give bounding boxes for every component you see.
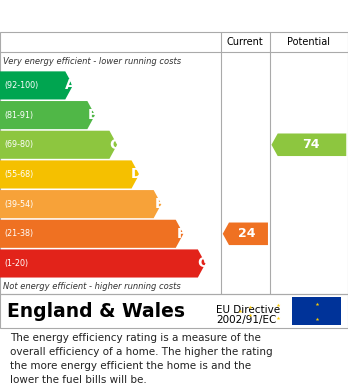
- Polygon shape: [271, 133, 346, 156]
- Text: (39-54): (39-54): [4, 200, 33, 209]
- Bar: [292, 298, 341, 325]
- Polygon shape: [0, 101, 95, 129]
- Polygon shape: [0, 249, 206, 278]
- Text: England & Wales: England & Wales: [7, 302, 185, 321]
- Text: Not energy efficient - higher running costs: Not energy efficient - higher running co…: [3, 282, 181, 291]
- Text: (55-68): (55-68): [4, 170, 33, 179]
- Text: G: G: [198, 256, 209, 271]
- Polygon shape: [0, 220, 183, 248]
- Polygon shape: [223, 222, 268, 245]
- Text: The energy efficiency rating is a measure of the
overall efficiency of a home. T: The energy efficiency rating is a measur…: [10, 334, 273, 386]
- Text: C: C: [110, 138, 120, 152]
- Text: EU Directive: EU Directive: [216, 305, 280, 314]
- Text: D: D: [131, 167, 143, 181]
- Text: E: E: [154, 197, 164, 211]
- Text: 74: 74: [302, 138, 319, 151]
- Text: Energy Efficiency Rating: Energy Efficiency Rating: [10, 9, 231, 23]
- Text: (21-38): (21-38): [4, 229, 33, 238]
- Text: (1-20): (1-20): [4, 259, 28, 268]
- Polygon shape: [0, 160, 139, 188]
- Text: (81-91): (81-91): [4, 111, 33, 120]
- Text: A: A: [65, 79, 76, 92]
- Polygon shape: [0, 190, 161, 218]
- Text: Potential: Potential: [287, 37, 330, 47]
- Text: F: F: [176, 227, 186, 241]
- Text: Current: Current: [227, 37, 264, 47]
- Text: Very energy efficient - lower running costs: Very energy efficient - lower running co…: [3, 57, 182, 66]
- Polygon shape: [0, 71, 73, 99]
- Text: (69-80): (69-80): [4, 140, 33, 149]
- Polygon shape: [0, 131, 117, 159]
- Text: (92-100): (92-100): [4, 81, 38, 90]
- Text: 2002/91/EC: 2002/91/EC: [216, 315, 276, 325]
- Text: 24: 24: [238, 227, 256, 240]
- Text: B: B: [87, 108, 98, 122]
